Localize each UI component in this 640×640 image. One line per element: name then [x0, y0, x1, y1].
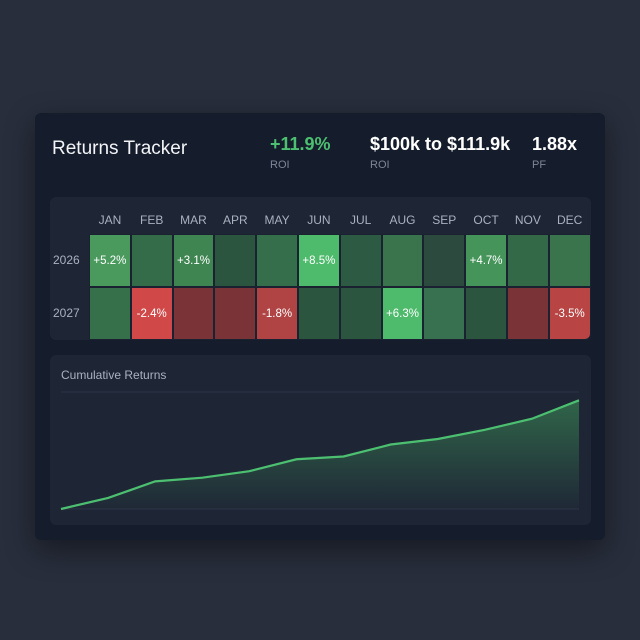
- month-label: SEP: [432, 213, 457, 227]
- heatmap-cell[interactable]: [339, 234, 382, 287]
- stat-value: $100k to $111.9k: [370, 134, 511, 154]
- heatmap-cell[interactable]: [298, 287, 340, 340]
- heatmap-cell[interactable]: [214, 234, 257, 287]
- stat-roi-percent: +11.9% ROI: [270, 134, 331, 171]
- heatmap-cell[interactable]: -3.5%: [548, 287, 591, 340]
- heatmap-cell[interactable]: [381, 234, 424, 287]
- stat-label: PF: [532, 159, 547, 171]
- heatmap-cell[interactable]: +3.1%: [172, 234, 215, 287]
- heatmap-cell[interactable]: -1.8%: [256, 287, 298, 340]
- heatmap-cell[interactable]: [214, 287, 257, 340]
- month-label: JUL: [350, 213, 372, 227]
- heatmap-cell[interactable]: [507, 287, 549, 340]
- heatmap-cell[interactable]: +6.3%: [381, 287, 424, 340]
- month-label: JUN: [307, 213, 331, 227]
- heatmap-cell[interactable]: [423, 234, 466, 287]
- heatmap-cell[interactable]: [548, 234, 591, 287]
- heatmap-cell[interactable]: [256, 234, 298, 287]
- area-fill: [61, 400, 579, 509]
- stat-value: 1.88x: [532, 134, 578, 154]
- month-label: AUG: [389, 213, 416, 227]
- heatmap-cell[interactable]: +4.7%: [465, 234, 507, 287]
- heatmap-cell[interactable]: +5.2%: [89, 234, 131, 287]
- year-label: 2026: [53, 253, 80, 267]
- cumulative-returns-line: [60, 399, 580, 511]
- heatmap-cell[interactable]: [130, 234, 173, 287]
- month-label: DEC: [557, 213, 583, 227]
- stat-profit-factor: 1.88x PF: [532, 134, 577, 171]
- heatmap-cell[interactable]: [423, 287, 466, 340]
- stat-roi-amount: $100k to $111.9k ROI: [370, 134, 510, 171]
- heatmap-cell[interactable]: [465, 287, 507, 340]
- month-label: APR: [222, 213, 248, 227]
- page-title: Returns Tracker: [52, 138, 188, 159]
- month-label: MAR: [180, 213, 207, 227]
- heatmap-cell[interactable]: [507, 234, 549, 287]
- chart-title: Cumulative Returns: [61, 368, 167, 382]
- stat-label: ROI: [370, 159, 390, 171]
- heatmap-cell[interactable]: -2.4%: [130, 287, 173, 340]
- stat-value: +11.9%: [270, 134, 331, 154]
- month-label: JAN: [98, 213, 122, 227]
- heatmap-cell[interactable]: +8.5%: [298, 234, 340, 287]
- month-label: NOV: [514, 213, 541, 227]
- year-label: 2027: [53, 306, 80, 320]
- month-label: FEB: [140, 213, 164, 227]
- month-label: MAY: [264, 213, 290, 227]
- stat-label: ROI: [270, 159, 290, 171]
- heatmap-cell[interactable]: [339, 287, 382, 340]
- heatmap-cell[interactable]: [172, 287, 215, 340]
- heatmap-cell[interactable]: [89, 287, 131, 340]
- month-label: OCT: [473, 213, 499, 227]
